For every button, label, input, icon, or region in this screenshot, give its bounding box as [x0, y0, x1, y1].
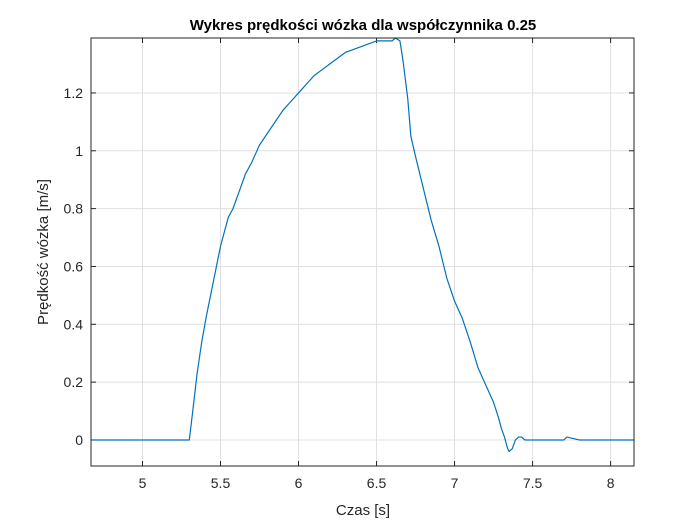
x-tick-label: 7.5	[523, 475, 543, 491]
x-tick-label: 8	[607, 475, 615, 491]
x-tick-label: 5	[139, 475, 147, 491]
y-tick-label: 1	[75, 143, 83, 159]
y-axis-label: Prędkość wózka [m/s]	[35, 179, 52, 325]
y-tick-label: 0.4	[64, 316, 84, 332]
x-tick-label: 6.5	[367, 475, 387, 491]
x-tick-label: 7	[451, 475, 459, 491]
x-tick-label: 5.5	[211, 475, 231, 491]
x-axis-tick-labels: 5 5.5 6 6.5 7 7.5 8	[139, 475, 615, 491]
y-tick-label: 0	[75, 432, 83, 448]
y-tick-label: 1.2	[64, 85, 84, 101]
plot-area-frame	[90, 37, 635, 467]
grid-lines	[91, 38, 634, 466]
x-axis-label: Czas [s]	[336, 502, 390, 519]
y-tick-label: 0.8	[64, 201, 84, 217]
tick-marks	[91, 38, 634, 466]
y-axis-tick-labels: 0 0.2 0.4 0.6 0.8 1 1.2	[64, 85, 84, 448]
series-line-0	[90, 37, 635, 453]
x-tick-label: 6	[295, 475, 303, 491]
chart-title: Wykres prędkości wózka dla współczynnika…	[190, 17, 537, 34]
y-tick-label: 0.2	[64, 374, 84, 390]
y-tick-label: 0.6	[64, 258, 84, 274]
series-lines	[90, 37, 635, 453]
